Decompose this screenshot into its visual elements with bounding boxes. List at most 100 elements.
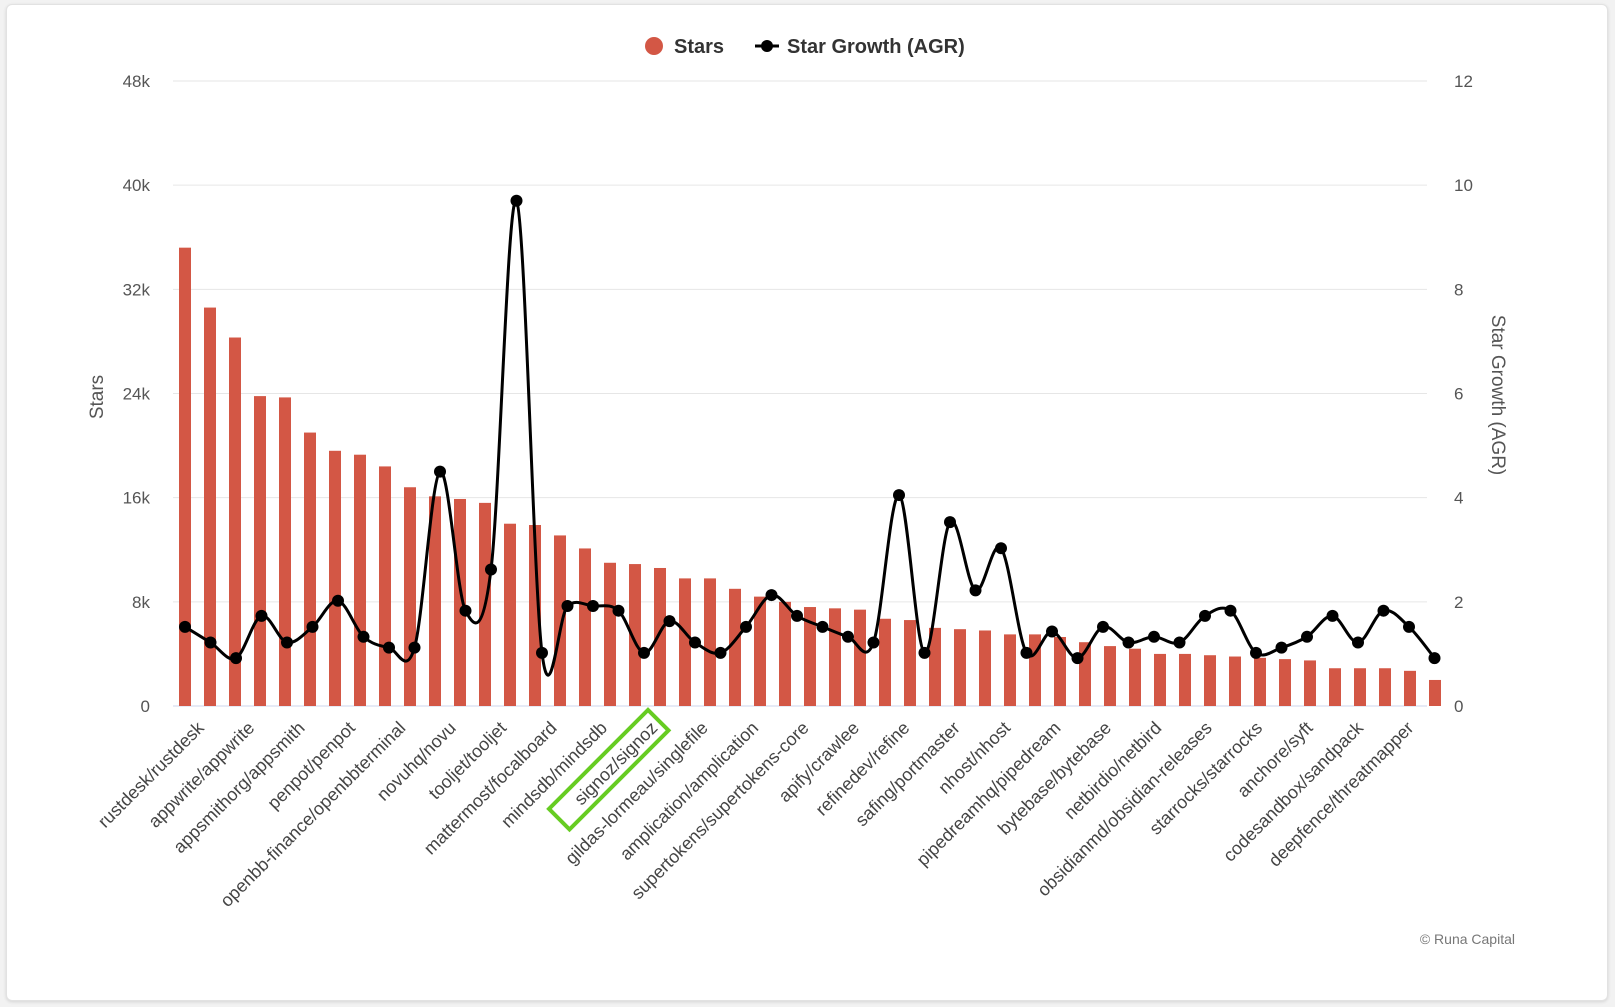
stars-bar[interactable] [454, 498, 466, 706]
agr-point[interactable] [663, 615, 676, 628]
agr-point[interactable] [765, 589, 778, 602]
stars-bar[interactable] [929, 627, 941, 706]
stars-bar[interactable] [329, 450, 341, 706]
stars-bar[interactable] [729, 588, 741, 706]
agr-point[interactable] [1097, 620, 1109, 633]
stars-bar[interactable] [1129, 648, 1141, 706]
agr-point[interactable] [995, 542, 1007, 555]
legend-stars-label[interactable]: Stars [674, 36, 724, 58]
stars-bar[interactable] [1229, 656, 1241, 706]
agr-point[interactable] [1173, 636, 1186, 649]
stars-bar[interactable] [854, 609, 866, 706]
agr-point[interactable] [893, 489, 905, 502]
agr-point[interactable] [1071, 652, 1084, 665]
agr-point[interactable] [1428, 652, 1441, 665]
agr-point[interactable] [536, 646, 548, 659]
stars-bar[interactable] [504, 523, 516, 706]
stars-bar[interactable] [804, 607, 816, 706]
stars-bar[interactable] [1354, 668, 1366, 706]
agr-point[interactable] [230, 652, 242, 665]
agr-point[interactable] [969, 584, 982, 597]
stars-bar[interactable] [879, 618, 891, 706]
agr-point[interactable] [1326, 609, 1339, 622]
agr-point[interactable] [638, 646, 650, 659]
stars-bar[interactable] [1179, 653, 1191, 706]
stars-bar[interactable] [654, 567, 666, 706]
stars-bar[interactable] [829, 608, 841, 706]
agr-point[interactable] [383, 641, 395, 654]
agr-point[interactable] [485, 563, 497, 576]
agr-point[interactable] [1250, 646, 1262, 659]
agr-point[interactable] [1148, 630, 1160, 643]
stars-bar[interactable] [679, 578, 691, 706]
agr-point[interactable] [281, 636, 293, 649]
agr-point[interactable] [204, 636, 217, 649]
agr-point[interactable] [1046, 625, 1058, 638]
agr-point[interactable] [689, 636, 701, 649]
agr-point[interactable] [587, 600, 599, 612]
legend[interactable]: Stars Star Growth (AGR) [645, 36, 965, 58]
agr-point[interactable] [459, 604, 472, 617]
stars-bar[interactable] [1429, 679, 1441, 706]
agr-point[interactable] [561, 600, 574, 612]
stars-bar[interactable] [1379, 668, 1391, 706]
stars-bar[interactable] [279, 397, 291, 706]
agr-point[interactable] [740, 620, 752, 633]
agr-point[interactable] [1403, 620, 1415, 633]
agr-point[interactable] [357, 630, 370, 643]
stars-bar[interactable] [204, 307, 216, 706]
stars-bar[interactable] [429, 496, 441, 706]
stars-bar[interactable] [629, 564, 641, 706]
agr-point[interactable] [255, 609, 268, 622]
stars-bar[interactable] [979, 630, 991, 706]
agr-point[interactable] [867, 636, 880, 649]
agr-point[interactable] [1122, 636, 1135, 649]
stars-bar[interactable] [604, 562, 616, 706]
agr-point[interactable] [306, 620, 319, 633]
stars-bar[interactable] [179, 247, 191, 706]
stars-bar[interactable] [379, 466, 391, 706]
agr-point[interactable] [791, 609, 803, 622]
agr-point[interactable] [1275, 641, 1288, 654]
stars-bar[interactable] [704, 578, 716, 706]
agr-point[interactable] [434, 465, 446, 478]
stars-bar[interactable] [579, 548, 591, 706]
agr-point[interactable] [1352, 636, 1364, 649]
stars-bar[interactable] [1054, 636, 1066, 706]
agr-point[interactable] [1301, 630, 1313, 643]
agr-point[interactable] [842, 630, 854, 643]
stars-bar[interactable] [404, 487, 416, 706]
stars-bar[interactable] [554, 535, 566, 706]
agr-point[interactable] [1377, 604, 1390, 617]
agr-point[interactable] [612, 604, 625, 617]
agr-point[interactable] [1224, 604, 1237, 617]
stars-bar[interactable] [1279, 659, 1291, 706]
legend-agr-label[interactable]: Star Growth (AGR) [787, 36, 965, 58]
stars-bar[interactable] [354, 454, 366, 706]
stars-bar[interactable] [1304, 660, 1316, 706]
stars-bar[interactable] [904, 620, 916, 706]
agr-point[interactable] [510, 194, 523, 207]
stars-bar[interactable] [1154, 653, 1166, 706]
stars-bar[interactable] [1004, 634, 1016, 706]
stars-bar[interactable] [1204, 655, 1216, 706]
agr-point[interactable] [944, 516, 956, 529]
stars-bar[interactable] [754, 596, 766, 706]
agr-point[interactable] [918, 646, 931, 659]
stars-bar[interactable] [954, 629, 966, 706]
agr-point[interactable] [179, 620, 191, 633]
stars-bar[interactable] [779, 601, 791, 706]
agr-point[interactable] [714, 646, 727, 659]
agr-point[interactable] [816, 620, 829, 633]
chart-credit[interactable]: © Runa Capital [1420, 931, 1515, 947]
stars-bar[interactable] [1104, 646, 1116, 706]
agr-point[interactable] [1199, 609, 1211, 622]
stars-bar[interactable] [229, 337, 241, 706]
stars-bar[interactable] [1329, 668, 1341, 706]
agr-point[interactable] [332, 594, 344, 607]
stars-bar[interactable] [304, 432, 316, 706]
agr-point[interactable] [1020, 646, 1033, 659]
stars-bar[interactable] [254, 396, 266, 706]
stars-bar[interactable] [1404, 670, 1416, 706]
stars-bar[interactable] [1254, 657, 1266, 706]
